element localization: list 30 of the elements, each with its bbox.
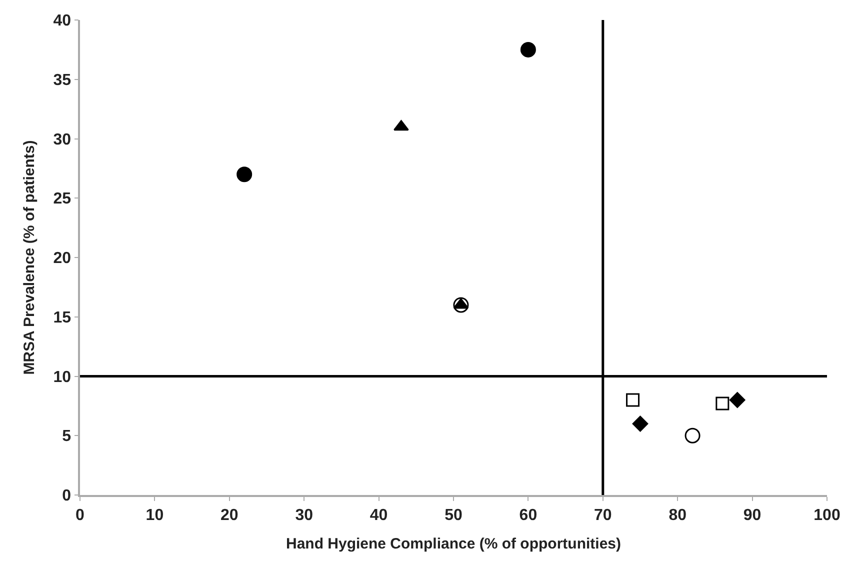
x-tick-label: 40	[370, 506, 388, 524]
y-tick-label: 35	[53, 72, 72, 89]
x-tick-label: 100	[814, 506, 840, 524]
x-tick-label: 30	[295, 506, 314, 524]
y-tick-label: 30	[53, 131, 72, 148]
x-tick-label: 60	[519, 506, 538, 524]
x-tick-label: 90	[743, 506, 762, 524]
y-tick-label: 40	[53, 12, 72, 30]
point	[729, 392, 746, 408]
point	[632, 416, 648, 432]
point	[684, 428, 700, 444]
y-tick-label: 25	[53, 190, 72, 208]
y-axis-title: MRSA Prevalence (% of patients)	[21, 140, 38, 375]
x-tick-label: 50	[444, 506, 462, 524]
y-tick-label: 10	[53, 368, 72, 386]
point	[394, 120, 409, 131]
x-axis-title: Hand Hygiene Compliance (% of opportunities)	[286, 535, 622, 552]
point	[626, 393, 640, 407]
y-tick-label: 15	[53, 309, 72, 326]
x-tick-label: 20	[220, 506, 238, 524]
y-tick-label: 5	[62, 428, 72, 446]
x-tick-label: 80	[668, 506, 687, 524]
y-tick-label: 0	[62, 488, 72, 505]
y-tick-label: 20	[53, 250, 72, 268]
point	[520, 42, 536, 58]
x-tick-label: 0	[76, 506, 85, 524]
x-tick-label: 70	[594, 506, 612, 524]
x-tick-label: 10	[146, 506, 164, 524]
point	[236, 166, 252, 182]
point	[716, 396, 730, 410]
